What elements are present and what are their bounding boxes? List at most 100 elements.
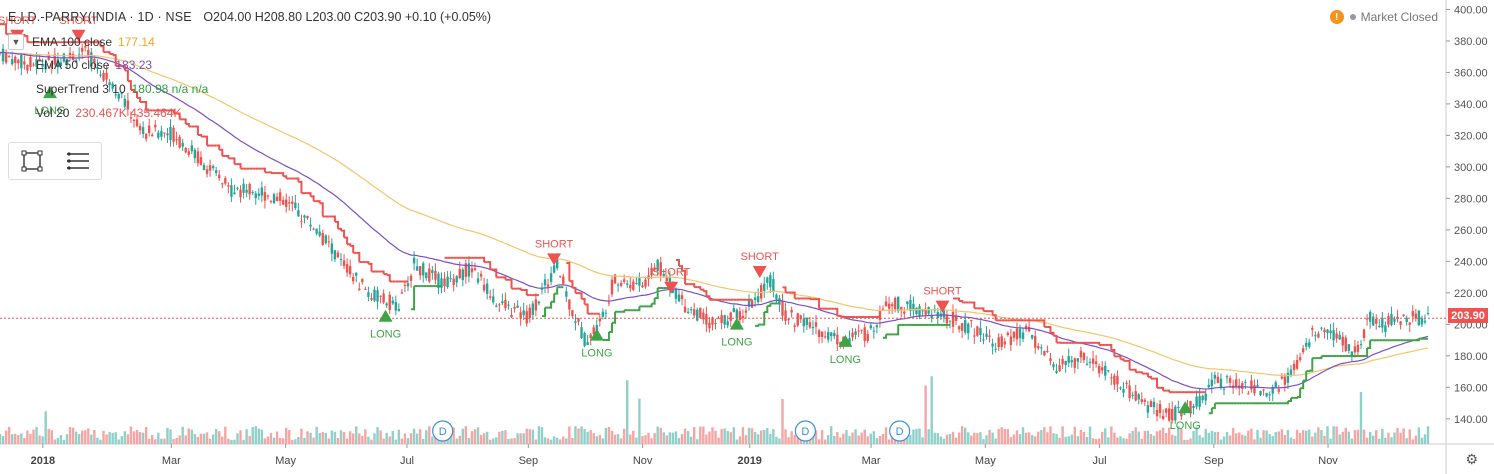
candle-body: [699, 307, 702, 318]
volume-bar: [1146, 430, 1150, 444]
volume-bar: [437, 438, 440, 444]
volume-bar: [297, 437, 300, 444]
volume-bar: [525, 428, 528, 444]
volume-bar: [1046, 432, 1049, 444]
volume-bar: [543, 437, 547, 444]
volume-bar: [638, 398, 641, 444]
candle-body: [766, 277, 769, 283]
volume-bar: [345, 438, 349, 444]
candle-body: [559, 275, 562, 277]
candle-body: [294, 202, 297, 208]
volume-bar: [1414, 435, 1418, 444]
supertrend-segment: [1309, 358, 1314, 372]
symbol-title[interactable]: E.I.D.-PARRY(INDIA · 1D · NSE: [8, 10, 192, 24]
candle-body: [750, 299, 754, 308]
volume-bar: [449, 434, 452, 444]
candle-body: [242, 183, 245, 193]
volume-bar: [1158, 430, 1162, 444]
candle-body: [677, 294, 681, 302]
volume-bar: [1387, 432, 1390, 444]
volume-bar: [1201, 437, 1204, 444]
volume-bar: [1116, 437, 1119, 444]
supertrend-segment: [1208, 408, 1213, 415]
volume-bar: [77, 434, 81, 444]
supertrend-segment: [651, 298, 656, 305]
candle-body: [425, 272, 428, 279]
candle-body: [147, 125, 151, 134]
supertrend-segment: [24, 35, 29, 43]
rectangle-tool-icon[interactable]: [19, 148, 45, 174]
volume-bar: [163, 438, 166, 444]
volume-bar: [90, 434, 93, 444]
gear-icon[interactable]: ⚙: [1465, 451, 1478, 467]
volume-bar: [845, 430, 848, 444]
volume-bar: [87, 428, 90, 444]
supertrend-segment: [316, 200, 321, 204]
supertrend-segment: [231, 157, 236, 165]
volume-bar: [242, 439, 245, 444]
time-tick-label: May: [275, 455, 296, 467]
volume-bar: [1411, 439, 1414, 444]
indicator-ema100[interactable]: ▼ EMA 100 close 177.14: [8, 34, 155, 50]
candle-body: [994, 348, 997, 350]
supertrend-segment: [1318, 356, 1323, 360]
volume-bar: [784, 429, 787, 444]
chevron-down-icon[interactable]: ▼: [8, 34, 24, 50]
volume-bar: [735, 439, 739, 444]
volume-bar: [583, 429, 586, 444]
volume-bar: [1222, 436, 1226, 444]
candle-body: [4, 53, 8, 63]
candle-body: [126, 100, 130, 110]
supertrend-segment: [551, 293, 556, 303]
candle-body: [778, 298, 781, 305]
volume-bar: [1064, 436, 1067, 444]
warning-icon[interactable]: !: [1329, 10, 1344, 24]
candle-body: [1021, 332, 1025, 339]
volume-bar: [281, 438, 285, 444]
long-signal-marker: [1178, 401, 1193, 414]
volume-bar: [976, 433, 979, 444]
candle-body: [890, 304, 894, 307]
supertrend-segment: [1147, 375, 1152, 379]
volume-bar: [1308, 429, 1311, 444]
candle-body: [979, 327, 982, 336]
candle-body: [756, 296, 760, 303]
candle-body: [309, 224, 312, 227]
candle-body: [714, 322, 717, 324]
candle-body: [239, 189, 242, 198]
volume-bar: [184, 435, 187, 444]
volume-bar: [778, 438, 781, 444]
supertrend-segment: [578, 292, 583, 299]
indicator-supertrend[interactable]: SuperTrend 3 10 180.98 n/a n/a: [8, 82, 208, 96]
candle-body: [814, 322, 818, 327]
volume-bar: [622, 428, 626, 444]
volume-bar: [422, 439, 425, 444]
candle-body: [257, 193, 261, 196]
indicator-volume[interactable]: Vol 20 230.467K 435.464K: [8, 106, 181, 120]
candle-body: [504, 299, 507, 309]
candle-body: [358, 288, 361, 291]
volume-bar: [1247, 430, 1250, 444]
candle-body: [452, 278, 455, 286]
volume-bar: [890, 437, 894, 444]
volume-bar: [988, 429, 991, 444]
volume-bar: [38, 435, 41, 444]
candle-body: [47, 55, 50, 60]
volume-bar: [29, 433, 32, 444]
candle-body: [775, 294, 778, 300]
candle-body: [202, 164, 206, 171]
settings-lines-icon[interactable]: [65, 148, 91, 174]
candle-body: [1228, 377, 1232, 383]
volume-bar: [1082, 431, 1086, 444]
volume-bar: [1088, 426, 1092, 444]
indicator-ema50[interactable]: EMA 50 close 183.23: [8, 58, 152, 72]
candle-body: [543, 279, 547, 286]
supertrend-segment: [682, 269, 687, 285]
volume-bar: [385, 432, 388, 444]
dividend-marker: [889, 420, 911, 442]
candle-body: [20, 55, 23, 69]
candle-body: [446, 276, 449, 288]
candle-body: [1192, 405, 1195, 409]
candle-body: [1250, 380, 1253, 390]
